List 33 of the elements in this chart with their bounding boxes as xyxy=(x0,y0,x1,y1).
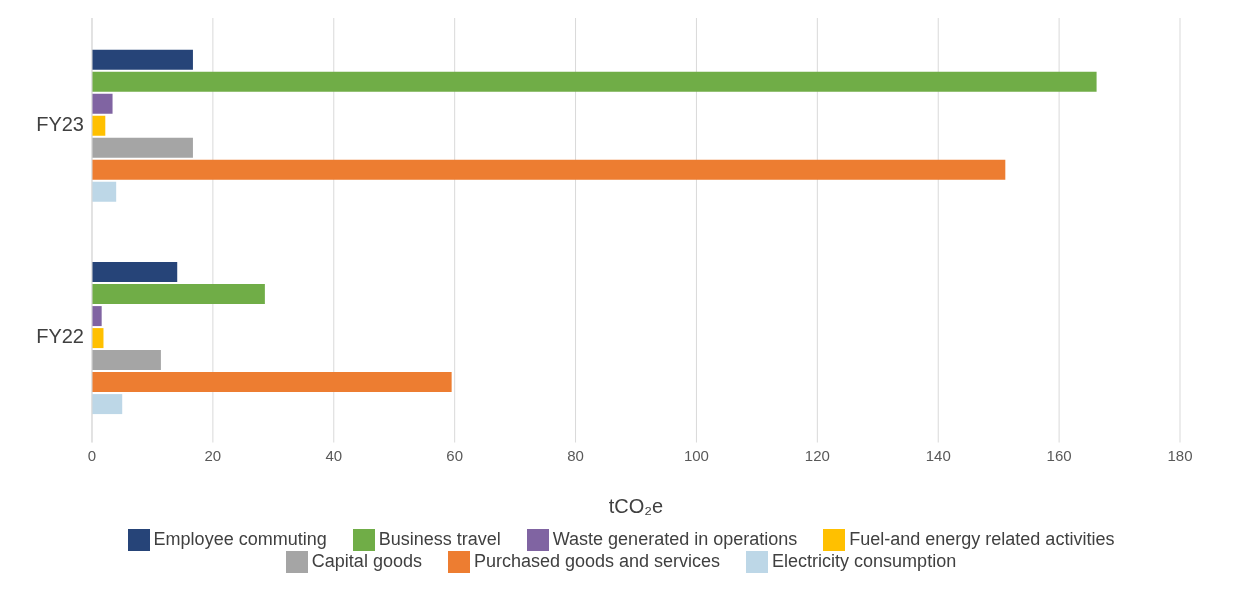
y-tick-label: FY22 xyxy=(36,325,84,348)
bar xyxy=(92,93,113,114)
bar xyxy=(92,350,161,371)
x-tick-label: 100 xyxy=(683,447,709,465)
legend-label: Electricity consumption xyxy=(772,550,957,571)
x-tick-label: 60 xyxy=(446,447,464,465)
bar xyxy=(92,306,102,327)
x-tick-label: 160 xyxy=(1046,447,1072,465)
bar xyxy=(92,71,1097,92)
x-tick-label: 180 xyxy=(1167,447,1193,465)
x-tick-label: 120 xyxy=(804,447,830,465)
x-tick-label: 20 xyxy=(204,447,222,465)
bar xyxy=(92,159,1006,180)
bar xyxy=(92,394,123,415)
x-tick-label: 140 xyxy=(925,447,951,465)
legend-label: Capital goods xyxy=(311,550,422,571)
legend-label: Waste generated in operations xyxy=(552,528,798,549)
legend-label: Fuel-and energy related activities xyxy=(849,528,1115,549)
bar xyxy=(92,372,452,393)
bar xyxy=(92,115,106,136)
legend-label: Business travel xyxy=(378,528,501,549)
bar xyxy=(92,137,193,158)
bar xyxy=(92,181,117,202)
legend-label: Employee commuting xyxy=(153,528,327,549)
bar xyxy=(92,262,178,283)
y-tick-label: FY23 xyxy=(36,113,84,136)
bar xyxy=(92,49,193,70)
x-tick-label: 40 xyxy=(325,447,343,465)
bar xyxy=(92,284,265,305)
x-tick-label: 80 xyxy=(567,447,584,465)
x-tick-label: 0 xyxy=(87,447,97,465)
legend-label: Purchased goods and services xyxy=(473,550,721,571)
x-axis-title: tCO₂e xyxy=(608,494,664,517)
